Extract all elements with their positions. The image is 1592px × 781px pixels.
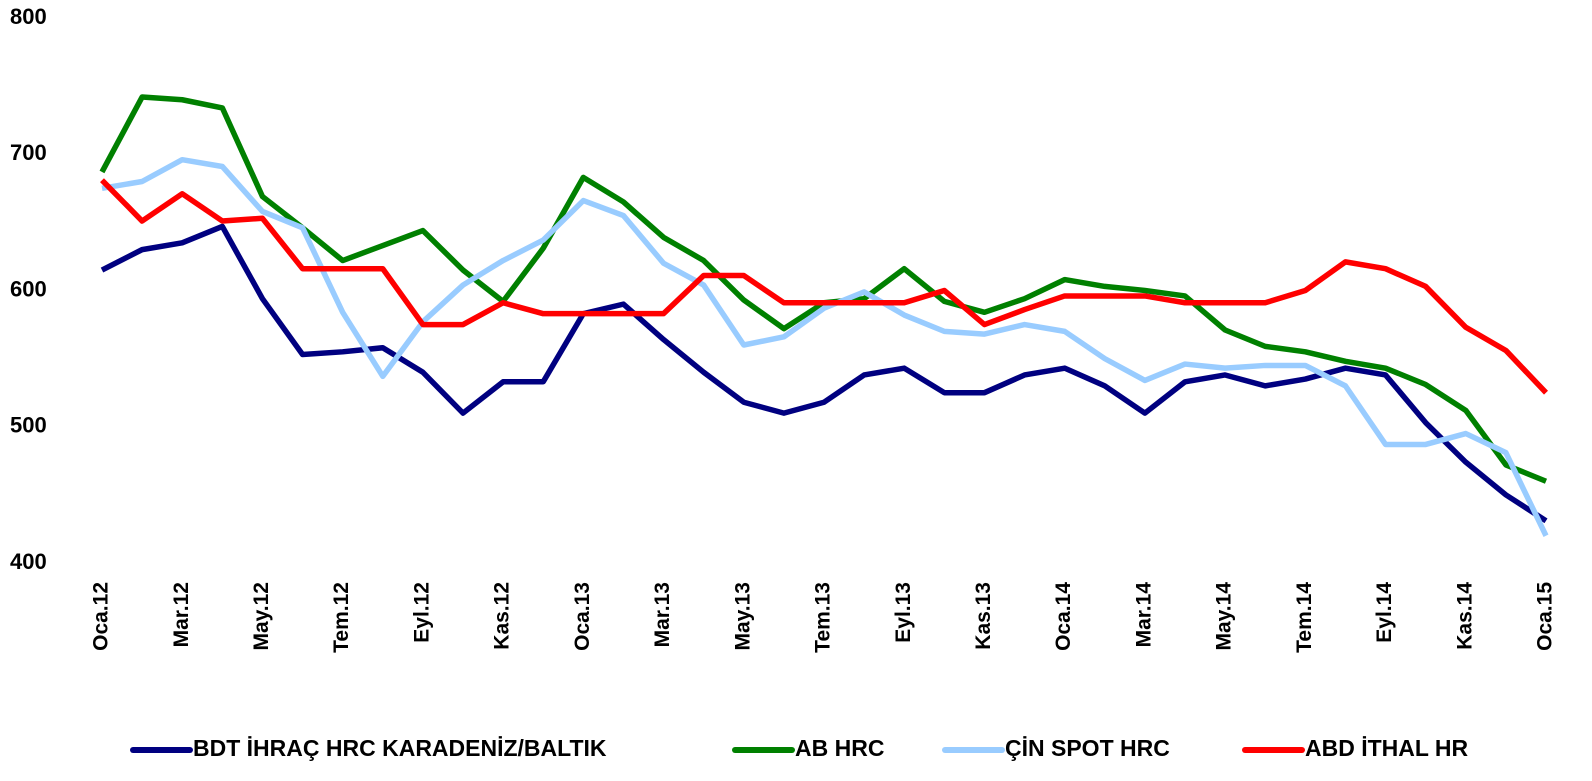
x-tick-label: Eyl.12 [410, 582, 433, 643]
x-tick-label: Mar.13 [651, 582, 674, 647]
series-line [100, 223, 1548, 524]
legend-label: ABD İTHAL HR [1305, 735, 1469, 761]
legend-label: BDT İHRAÇ HRC KARADENİZ/BALTIK [193, 735, 607, 761]
x-tick-label: Oca.12 [90, 582, 113, 651]
series-line [101, 156, 1549, 537]
series-line [99, 94, 1548, 484]
x-tick-label: Mar.12 [170, 582, 193, 647]
series-line [100, 178, 1548, 395]
x-tick-label: Tem.12 [330, 582, 353, 653]
y-tick-label: 600 [10, 276, 47, 301]
legend-label: AB HRC [795, 735, 884, 761]
legend-label: ÇİN SPOT HRC [1005, 735, 1170, 761]
x-tick-label: Mar.14 [1132, 582, 1155, 648]
x-tick-label: May.14 [1213, 582, 1236, 651]
x-tick-label: May.13 [731, 582, 754, 651]
y-tick-label: 500 [10, 413, 47, 438]
x-tick-label: Tem.13 [812, 582, 835, 653]
x-tick-label: Kas.14 [1453, 582, 1476, 650]
x-tick-label: Eyl.14 [1373, 582, 1396, 643]
x-tick-label: May.12 [250, 582, 273, 651]
x-tick-label: Tem.14 [1293, 582, 1316, 653]
x-tick-label: Oca.15 [1534, 582, 1557, 651]
x-tick-label: Oca.14 [1052, 582, 1075, 651]
y-tick-label: 700 [10, 140, 47, 165]
x-tick-label: Kas.12 [491, 582, 514, 650]
x-tick-label: Oca.13 [571, 582, 594, 651]
x-tick-label: Kas.13 [972, 582, 995, 650]
y-tick-label: 800 [10, 4, 47, 29]
x-tick-label: Eyl.13 [892, 582, 915, 643]
y-tick-label: 400 [10, 549, 47, 574]
